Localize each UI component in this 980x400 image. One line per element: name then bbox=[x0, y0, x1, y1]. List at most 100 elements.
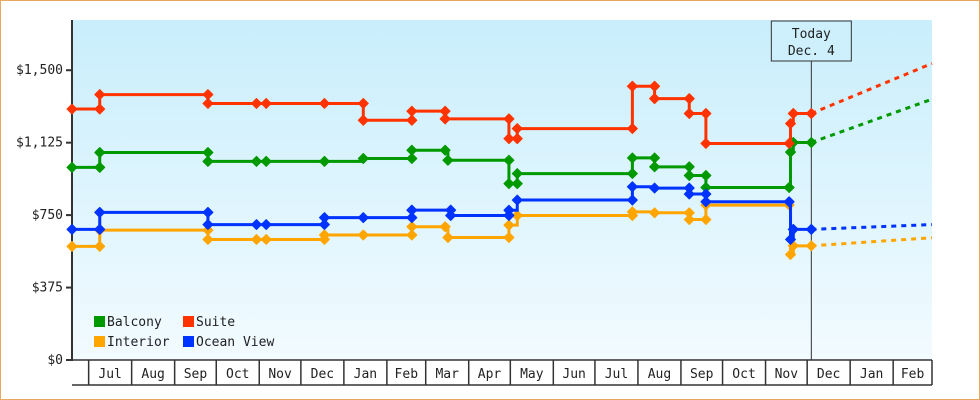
data-point bbox=[406, 204, 418, 216]
data-point bbox=[785, 146, 797, 158]
data-point bbox=[787, 223, 799, 235]
data-point bbox=[785, 118, 797, 130]
forecast-line bbox=[811, 236, 933, 248]
y-tick-label: $0 bbox=[47, 353, 63, 368]
data-point bbox=[202, 219, 214, 231]
y-tick-label: $750 bbox=[32, 208, 63, 223]
data-point bbox=[683, 108, 695, 119]
data-point bbox=[787, 108, 799, 119]
data-point bbox=[357, 153, 369, 165]
data-point bbox=[683, 93, 695, 105]
data-point bbox=[785, 249, 797, 261]
legend-swatch bbox=[183, 316, 194, 327]
data-point bbox=[250, 219, 262, 231]
data-point bbox=[783, 137, 795, 149]
data-point bbox=[94, 223, 106, 235]
legend-label: Ocean View bbox=[196, 335, 274, 350]
data-point bbox=[700, 137, 712, 149]
month-label: Jun bbox=[562, 367, 585, 382]
data-point bbox=[683, 214, 695, 226]
y-tick-label: $1,500 bbox=[16, 63, 63, 78]
data-point bbox=[260, 233, 272, 245]
data-point bbox=[357, 114, 369, 126]
data-point bbox=[626, 206, 638, 218]
today-label: Today bbox=[792, 27, 831, 42]
data-point bbox=[511, 133, 523, 145]
data-point bbox=[503, 219, 515, 231]
data-point bbox=[783, 196, 795, 208]
data-point bbox=[805, 223, 817, 235]
data-point bbox=[511, 210, 523, 221]
data-point bbox=[202, 206, 214, 218]
data-point bbox=[785, 233, 797, 245]
month-label: Apr bbox=[478, 367, 502, 382]
series-group bbox=[66, 62, 933, 261]
month-label: Nov bbox=[775, 367, 799, 382]
month-label: Feb bbox=[395, 367, 419, 382]
data-point bbox=[66, 103, 78, 115]
y-tick-label: $375 bbox=[32, 281, 63, 296]
data-point bbox=[94, 147, 106, 159]
data-point bbox=[94, 103, 106, 115]
month-label: Sep bbox=[690, 367, 714, 382]
data-point bbox=[66, 161, 78, 173]
data-point bbox=[511, 178, 523, 190]
data-point bbox=[439, 144, 451, 156]
data-point bbox=[503, 133, 515, 145]
data-point bbox=[626, 80, 638, 92]
data-point bbox=[94, 240, 106, 252]
data-point bbox=[503, 154, 515, 166]
data-point bbox=[439, 113, 451, 125]
data-point bbox=[805, 136, 817, 148]
month-label: Jul bbox=[98, 367, 121, 382]
data-point bbox=[503, 178, 515, 190]
data-point bbox=[783, 181, 795, 193]
x-axis: Jul Aug Sep Oct Nov Dec Jan Feb Mar Apr May Jun Jul A… bbox=[72, 359, 933, 386]
data-point bbox=[683, 188, 695, 200]
legend-label: Interior bbox=[107, 335, 170, 350]
legend-swatch bbox=[94, 316, 105, 327]
data-point bbox=[700, 108, 712, 119]
forecast-line bbox=[810, 97, 933, 144]
month-label: Aug bbox=[648, 367, 671, 382]
month-label: Sep bbox=[184, 367, 208, 382]
today-date: Dec. 4 bbox=[788, 44, 835, 59]
data-point bbox=[511, 123, 523, 135]
data-point bbox=[445, 210, 457, 221]
data-point bbox=[626, 123, 638, 135]
month-label: Oct bbox=[732, 367, 755, 382]
month-label: Jul bbox=[605, 367, 628, 382]
data-point bbox=[406, 153, 418, 165]
legend: Balcony Suite Interior Ocean View bbox=[94, 315, 274, 350]
data-point bbox=[626, 168, 638, 180]
data-point bbox=[503, 113, 515, 125]
month-label: Mar bbox=[435, 367, 459, 382]
month-label: Jan bbox=[354, 367, 377, 382]
month-label: Dec bbox=[817, 367, 840, 382]
data-point bbox=[318, 229, 330, 241]
y-tick-label: $1,125 bbox=[16, 136, 63, 151]
data-point bbox=[511, 194, 523, 206]
data-point bbox=[626, 152, 638, 164]
data-point bbox=[260, 219, 272, 231]
month-label: Feb bbox=[901, 367, 925, 382]
data-point bbox=[202, 155, 214, 167]
month-label: Aug bbox=[141, 367, 164, 382]
month-label: Oct bbox=[226, 367, 249, 382]
data-point bbox=[357, 97, 369, 109]
data-point bbox=[406, 212, 418, 224]
data-point bbox=[250, 155, 262, 167]
data-point bbox=[626, 194, 638, 206]
data-point bbox=[442, 232, 454, 244]
data-point bbox=[66, 223, 78, 235]
data-point bbox=[805, 108, 817, 119]
data-point bbox=[683, 170, 695, 182]
legend-label: Balcony bbox=[107, 315, 162, 330]
data-point bbox=[439, 221, 451, 233]
data-point bbox=[66, 240, 78, 252]
data-point bbox=[649, 93, 661, 105]
today-marker: Today Dec. 4 bbox=[770, 20, 852, 360]
data-point bbox=[318, 212, 330, 224]
